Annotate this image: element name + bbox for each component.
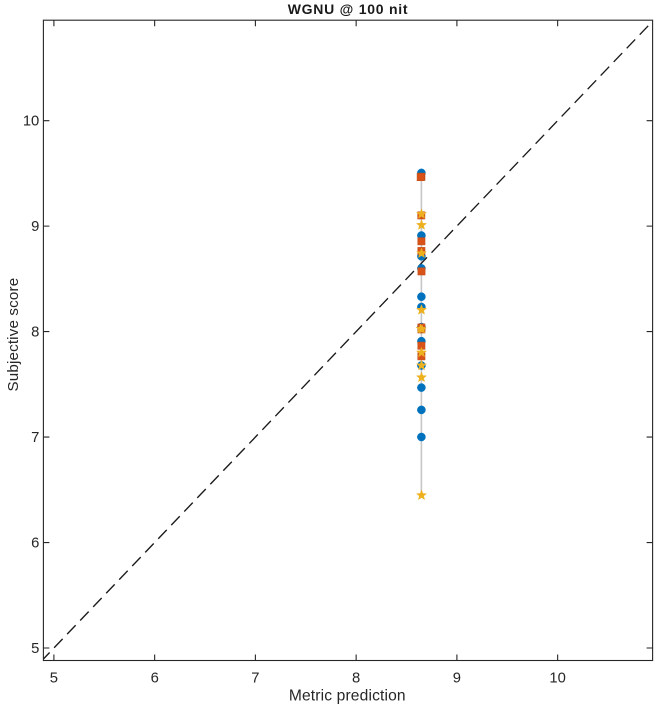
svg-text:8: 8 bbox=[352, 670, 360, 686]
svg-text:Metric prediction: Metric prediction bbox=[289, 687, 406, 704]
svg-text:5: 5 bbox=[31, 641, 39, 657]
svg-text:6: 6 bbox=[151, 670, 159, 686]
svg-text:6: 6 bbox=[31, 536, 39, 552]
svg-text:WGNU @ 100 nit: WGNU @ 100 nit bbox=[288, 1, 409, 17]
svg-text:9: 9 bbox=[31, 219, 39, 235]
svg-text:10: 10 bbox=[23, 114, 39, 130]
svg-text:7: 7 bbox=[251, 670, 259, 686]
svg-text:8: 8 bbox=[31, 325, 39, 341]
svg-text:7: 7 bbox=[31, 430, 39, 446]
svg-text:10: 10 bbox=[549, 670, 565, 686]
svg-text:5: 5 bbox=[50, 670, 58, 686]
svg-text:9: 9 bbox=[453, 670, 461, 686]
svg-text:Subjective score: Subjective score bbox=[5, 278, 22, 392]
